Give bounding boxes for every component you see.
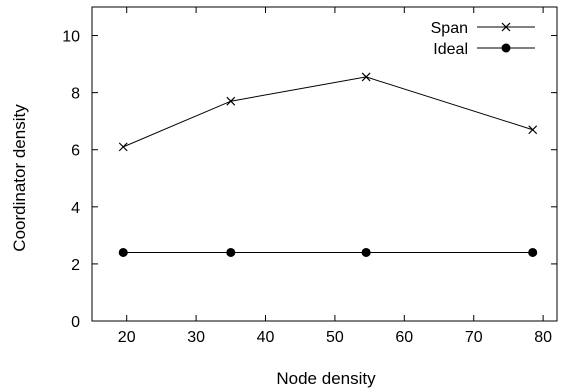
- series-span-line: [123, 76, 533, 148]
- data-point-span: [226, 96, 236, 106]
- series-ideal: [118, 247, 538, 257]
- legend-item-ideal: Ideal: [433, 41, 535, 58]
- y-tick-label: 4: [71, 200, 80, 217]
- y-axis-label: Coordinator density: [10, 104, 29, 252]
- x-tick-label: 60: [395, 329, 413, 346]
- y-tick-label: 0: [71, 314, 80, 331]
- y-tick-label: 8: [71, 86, 80, 103]
- data-point-ideal: [226, 247, 236, 257]
- x-axis-label: Node density: [276, 369, 376, 388]
- legend-label-ideal: Ideal: [433, 41, 468, 58]
- data-point-span: [361, 72, 371, 82]
- x-tick-label: 80: [534, 329, 552, 346]
- data-point-span: [528, 125, 538, 135]
- series-layer: [118, 72, 538, 257]
- x-tick-label: 70: [465, 329, 483, 346]
- y-tick-label: 2: [71, 257, 80, 274]
- x-tick-label: 30: [187, 329, 205, 346]
- y-tick-label: 10: [62, 29, 80, 46]
- legend-item-span: Span: [431, 20, 535, 37]
- y-tick-label: 6: [71, 143, 80, 160]
- legend-marker-span: [501, 22, 511, 32]
- data-point-ideal: [361, 247, 371, 257]
- legend-marker-ideal: [501, 43, 511, 53]
- axes-layer: 20 30 40 50 60 70 80 0 2 4 6 8 10: [62, 6, 558, 346]
- x-tick-label: 40: [257, 329, 275, 346]
- data-point-ideal: [118, 247, 128, 257]
- legend-label-span: Span: [431, 20, 468, 37]
- x-tick-label: 50: [326, 329, 344, 346]
- plot-frame: [91, 6, 558, 322]
- legend: Span Ideal: [431, 20, 535, 58]
- x-tick-label: 20: [118, 329, 136, 346]
- data-point-span: [118, 142, 128, 152]
- data-point-ideal: [528, 247, 538, 257]
- series-span: [118, 72, 538, 152]
